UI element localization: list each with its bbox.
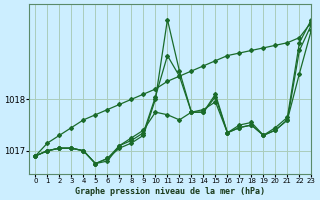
X-axis label: Graphe pression niveau de la mer (hPa): Graphe pression niveau de la mer (hPa) (76, 187, 265, 196)
